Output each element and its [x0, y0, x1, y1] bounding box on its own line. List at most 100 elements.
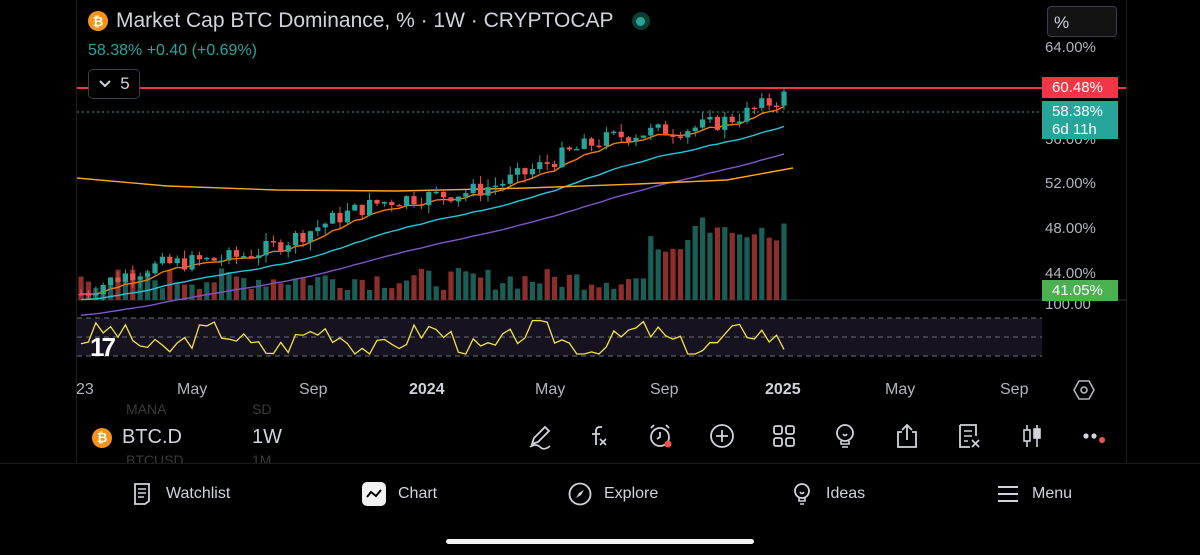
volume-bar: [566, 275, 572, 300]
volume-bar: [182, 284, 188, 300]
volume-bar: [396, 283, 402, 300]
nav-explore-label: Explore: [604, 485, 659, 502]
bitcoin-icon: ₿: [92, 427, 112, 448]
volume-bar: [670, 248, 676, 300]
time-axis-label: 23: [76, 381, 94, 398]
time-axis-label: May: [177, 381, 208, 398]
candle-body: [344, 210, 350, 223]
candle-body: [774, 105, 780, 108]
volume-bar: [441, 289, 447, 300]
candle-body: [714, 116, 720, 130]
time-axis-label: Sep: [650, 381, 679, 398]
volume-bar: [685, 239, 691, 300]
alert-icon[interactable]: [646, 422, 674, 450]
object-tree-icon[interactable]: [955, 422, 983, 450]
volume-bar: [233, 276, 239, 300]
volume-bar: [774, 240, 780, 300]
candle-body: [85, 294, 91, 296]
volume-bar: [137, 280, 143, 300]
volume-bar: [293, 278, 299, 300]
candle-body: [211, 257, 217, 261]
volume-bar: [507, 276, 513, 300]
volume-bar: [381, 287, 387, 300]
bitcoin-icon: ₿: [88, 11, 108, 31]
candle-body: [167, 256, 173, 264]
candle-body: [152, 263, 158, 274]
chart-panel[interactable]: [76, 0, 1127, 463]
volume-bar: [352, 279, 358, 300]
compass-icon: [568, 482, 592, 506]
candle-body: [159, 256, 165, 264]
volume-bar: [263, 286, 269, 300]
volume-bar: [152, 280, 158, 300]
volume-bar: [248, 288, 254, 300]
nav-menu[interactable]: Menu: [996, 482, 1072, 506]
candle-body: [744, 107, 750, 122]
time-axis-label: Sep: [299, 381, 328, 398]
volume-bar: [751, 234, 757, 300]
candle-body: [544, 162, 550, 164]
indicator-collapse-button[interactable]: 5: [88, 69, 140, 99]
volume-bar: [559, 286, 565, 300]
candle-body: [285, 245, 291, 252]
volume-bar: [78, 276, 84, 300]
chart-title[interactable]: ₿ Market Cap BTC Dominance, % · 1W · CRY…: [88, 9, 650, 33]
percent-scale-button[interactable]: %: [1047, 6, 1117, 37]
indicators-icon[interactable]: [584, 422, 612, 450]
candle-body: [226, 250, 232, 261]
candle-body: [330, 212, 336, 224]
chart-settings-icon[interactable]: [1073, 379, 1095, 401]
volume-bar: [359, 279, 365, 300]
ideas-bulb-icon[interactable]: [831, 422, 859, 450]
nav-chart[interactable]: Chart: [362, 482, 437, 506]
volume-bar: [122, 273, 128, 300]
candle-body: [581, 138, 587, 149]
candle-body: [448, 197, 454, 202]
volume-bar: [411, 275, 417, 300]
timeframe-selector[interactable]: 1W: [252, 426, 282, 448]
volume-bar: [552, 276, 558, 300]
candle-body: [455, 196, 461, 202]
price-change: 58.38% +0.40 (+0.69%): [88, 42, 258, 59]
volume-bar: [603, 282, 609, 300]
home-indicator: [446, 539, 754, 544]
candle-body: [552, 163, 558, 168]
nav-watchlist[interactable]: Watchlist: [130, 482, 230, 506]
candle-body: [396, 205, 402, 207]
share-icon[interactable]: [893, 422, 921, 450]
candle-body: [663, 124, 669, 136]
volume-bar: [315, 277, 321, 300]
volume-bar: [744, 237, 750, 300]
add-icon[interactable]: [708, 422, 736, 450]
draw-icon[interactable]: [526, 422, 554, 450]
volume-bar: [108, 281, 114, 300]
layouts-icon[interactable]: [770, 422, 798, 450]
volume-bar: [759, 227, 765, 300]
volume-bar: [455, 268, 461, 300]
nav-explore[interactable]: Explore: [568, 482, 658, 506]
symbol-toolbar: ₿ BTC.D 1W: [76, 408, 1125, 463]
candle-body: [618, 131, 624, 138]
symbol-selector[interactable]: ₿ BTC.D: [92, 426, 182, 449]
volume-bar: [404, 280, 410, 300]
price-chart[interactable]: [77, 0, 1126, 408]
volume-bar: [322, 275, 328, 300]
nav-watchlist-label: Watchlist: [166, 485, 231, 502]
candle-body: [566, 147, 572, 150]
candle-body: [463, 193, 469, 197]
last-price-tag: 58.38%: [1042, 101, 1118, 122]
watchlist-ghost-value: SD: [252, 401, 272, 417]
candle-body: [122, 273, 128, 282]
volume-bar: [581, 289, 587, 300]
nav-ideas[interactable]: Ideas: [790, 482, 865, 506]
candle-body: [367, 199, 373, 216]
chart-type-icon[interactable]: [1018, 422, 1046, 450]
volume-bar: [219, 268, 225, 300]
more-icon[interactable]: [1080, 422, 1108, 450]
candle-body: [737, 121, 743, 123]
candle-body: [352, 204, 358, 211]
volume-bar: [211, 282, 217, 300]
y-axis-label: 52.00%: [1045, 175, 1096, 192]
market-status-icon[interactable]: [631, 12, 650, 30]
candle-body: [685, 131, 691, 138]
